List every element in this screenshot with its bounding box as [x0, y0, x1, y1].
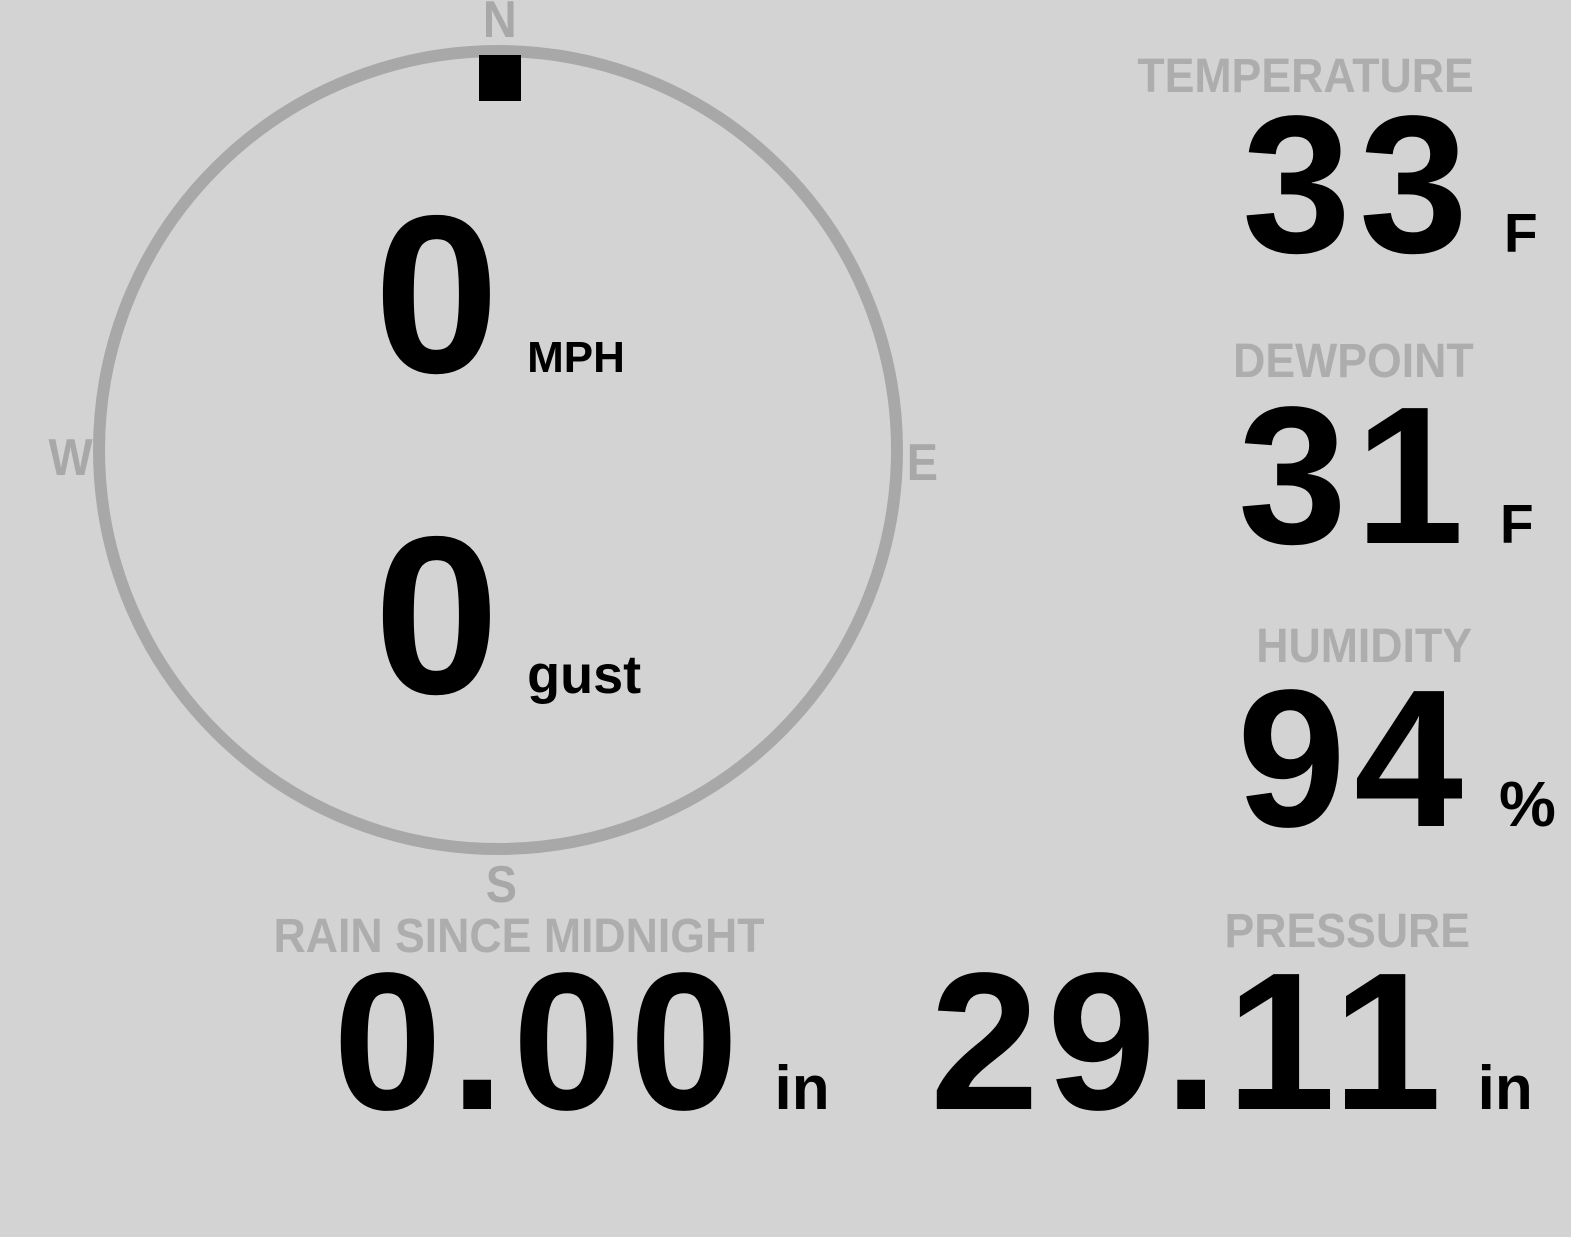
humidity-label: HUMIDITY	[1256, 620, 1472, 673]
rain-label-row: RAIN SINCE MIDNIGHT	[255, 913, 764, 961]
pressure-value-row: 29.11 in	[930, 944, 1533, 1140]
rain-label: RAIN SINCE MIDNIGHT	[273, 910, 765, 963]
humidity-value-row: 94%	[1237, 661, 1556, 857]
compass-cardinal-south: S	[469, 859, 533, 911]
dewpoint-value-row: 31 F	[1238, 378, 1534, 574]
temperature-label-row: TEMPERATURE	[1112, 53, 1474, 101]
wind-speed: 0 MPH	[374, 182, 625, 407]
temperature-value: 33	[1242, 75, 1477, 294]
compass-cardinal-west: W	[39, 432, 103, 484]
wind-gust-unit: gust	[527, 645, 642, 705]
dewpoint-label: DEWPOINT	[1233, 335, 1474, 388]
pressure-unit: in	[1477, 1054, 1533, 1123]
pressure-label: PRESSURE	[1224, 905, 1470, 958]
humidity-unit: %	[1499, 768, 1556, 840]
humidity-value: 94	[1237, 649, 1472, 868]
wind-gust: 0 gust	[374, 503, 641, 728]
compass-cardinal-east: E	[890, 437, 954, 489]
dewpoint-unit: F	[1500, 493, 1534, 555]
wind-speed-unit: MPH	[527, 333, 625, 382]
pressure-value: 29.11	[930, 932, 1450, 1151]
rain-value: 0.00	[333, 932, 747, 1151]
temperature-value-row: 33 F	[1242, 87, 1538, 283]
wind-speed-value: 0	[374, 168, 500, 420]
cardinal-north-label: N	[483, 0, 517, 49]
humidity-label-row: HUMIDITY	[1240, 623, 1472, 671]
rain-value-row: 0.00 in	[333, 944, 830, 1140]
dewpoint-value: 31	[1238, 366, 1473, 585]
cardinal-south-label: S	[485, 856, 517, 914]
compass-cardinal-north: N	[468, 0, 532, 46]
rain-unit: in	[774, 1054, 830, 1123]
temperature-unit: F	[1504, 202, 1538, 264]
wind-gust-value: 0	[374, 489, 500, 741]
cardinal-east-label: E	[906, 434, 938, 492]
temperature-label: TEMPERATURE	[1137, 50, 1474, 103]
wind-direction-marker-icon	[479, 55, 521, 101]
dewpoint-label-row: DEWPOINT	[1215, 338, 1474, 386]
cardinal-west-label: W	[48, 429, 94, 487]
pressure-label-row: PRESSURE	[1206, 908, 1470, 956]
